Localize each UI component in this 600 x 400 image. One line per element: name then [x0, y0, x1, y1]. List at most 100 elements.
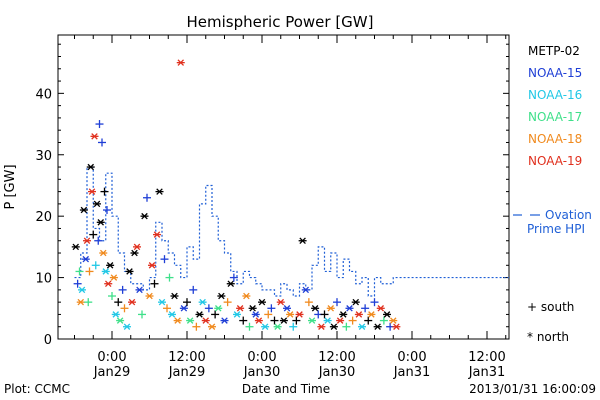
mark-stroke	[171, 292, 178, 300]
mark-stroke	[112, 311, 120, 318]
mark-stroke	[77, 298, 85, 306]
mark-stroke	[156, 188, 163, 195]
mark-stroke	[186, 317, 194, 324]
north-point	[261, 323, 270, 330]
south-point	[379, 316, 388, 325]
footer-right: 2013/01/31 16:00:09	[469, 382, 596, 396]
mark-stroke	[377, 305, 385, 312]
mark-stroke	[116, 317, 124, 324]
north-point	[373, 323, 382, 330]
mark-stroke	[327, 305, 335, 312]
north-point	[258, 298, 266, 306]
north-point	[125, 268, 134, 275]
south-point	[204, 304, 213, 313]
mark-stroke	[324, 317, 331, 324]
north-point	[104, 280, 113, 287]
south-point	[223, 298, 232, 307]
north-point	[173, 317, 182, 324]
north-point	[158, 298, 166, 306]
mark-stroke	[133, 243, 141, 251]
mark-stroke	[358, 323, 366, 330]
south-point	[267, 304, 276, 313]
north-point	[123, 323, 131, 330]
mark-stroke	[308, 317, 316, 324]
mark-stroke	[110, 274, 118, 281]
north-point	[236, 305, 245, 312]
mark-stroke	[106, 262, 114, 269]
south-point	[100, 187, 109, 196]
north-point	[383, 311, 391, 318]
mark-stroke	[355, 311, 363, 318]
mark-stroke	[393, 323, 400, 330]
south-point	[160, 255, 169, 264]
north-point	[298, 237, 307, 244]
mark-stroke	[199, 298, 206, 306]
south-point	[73, 279, 82, 288]
mark-stroke	[302, 286, 310, 294]
mark-stroke	[104, 280, 112, 287]
mark-stroke	[97, 219, 105, 226]
north-point	[220, 317, 229, 324]
x-tick-time: 12:00	[168, 350, 205, 365]
north-point	[170, 292, 179, 300]
mark-stroke	[318, 323, 325, 330]
mark-stroke	[227, 280, 235, 287]
mark-stroke	[368, 311, 375, 318]
mark-stroke	[174, 317, 181, 324]
north-point	[339, 311, 348, 318]
mark-stroke	[153, 231, 161, 238]
south-point	[89, 230, 98, 239]
ovation-hpi-path	[74, 166, 509, 297]
mark-stroke	[280, 317, 288, 324]
mark-stroke	[389, 317, 397, 324]
north-point	[101, 268, 110, 275]
north-point	[81, 255, 90, 263]
x-tick-time: 0:00	[247, 350, 276, 365]
x-tick-time: 12:00	[468, 350, 505, 365]
south-point	[245, 322, 254, 331]
south-point	[98, 138, 106, 147]
south-point	[320, 310, 329, 319]
y-tick-label: 30	[35, 149, 52, 164]
south-point	[165, 273, 174, 282]
south-point	[118, 285, 127, 294]
north-point	[376, 305, 385, 312]
mark-stroke	[352, 298, 360, 306]
north-point	[116, 317, 125, 324]
north-point	[86, 163, 95, 171]
mark-stroke	[249, 305, 256, 312]
mark-stroke	[221, 317, 228, 324]
x-tick-time: 12:00	[318, 350, 355, 365]
legend-series-noaa-19: NOAA-19	[528, 154, 582, 168]
south-point	[150, 279, 159, 288]
north-point	[201, 317, 210, 324]
south-point	[239, 316, 248, 325]
north-point	[283, 305, 291, 312]
north-point	[79, 206, 88, 214]
north-point	[317, 323, 326, 330]
mark-stroke	[339, 311, 347, 318]
mark-stroke	[252, 311, 260, 318]
mark-stroke	[261, 323, 269, 330]
mark-stroke	[78, 286, 86, 294]
data-points	[71, 59, 401, 331]
north-point	[145, 292, 154, 300]
south-point	[192, 322, 201, 331]
south-point	[270, 316, 279, 325]
x-tick-date: Jan31	[468, 365, 506, 380]
mark-stroke	[83, 237, 91, 244]
south-point	[364, 316, 373, 325]
north-point	[90, 133, 99, 140]
mark-stroke	[99, 249, 107, 257]
ovation-hpi-line	[74, 166, 509, 297]
mark-stroke	[180, 305, 188, 312]
x-tick-date: Jan30	[243, 365, 281, 380]
south-point	[342, 322, 351, 331]
plot-frame	[57, 34, 510, 340]
south-point	[84, 298, 93, 307]
mark-stroke	[93, 200, 101, 208]
x-tick-date: Jan29	[168, 365, 206, 380]
north-point	[96, 219, 105, 226]
x-axis-ticks: 0:00Jan2912:00Jan290:00Jan3012:00Jan300:…	[74, 35, 507, 380]
